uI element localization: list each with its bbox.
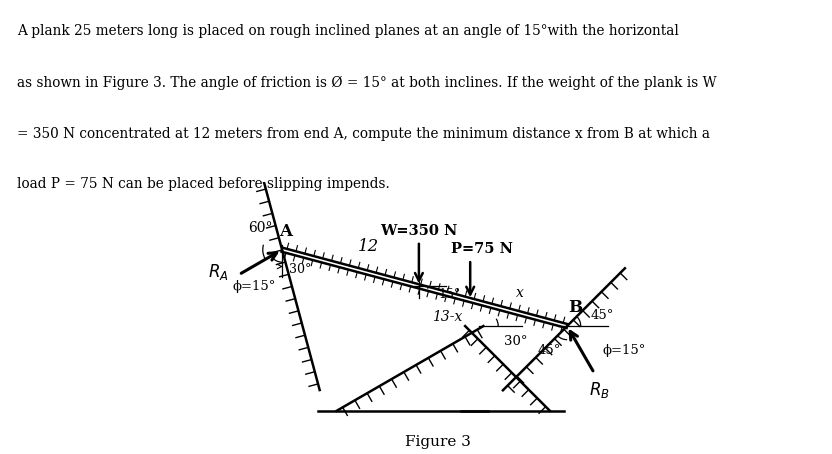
Text: 13-x: 13-x — [432, 311, 462, 325]
Text: 12: 12 — [358, 238, 379, 255]
Text: 45°: 45° — [591, 309, 614, 322]
Text: load P = 75 N can be placed before slipping impends.: load P = 75 N can be placed before slipp… — [17, 177, 389, 191]
Text: W=350 N: W=350 N — [380, 224, 458, 238]
Text: x: x — [516, 286, 523, 301]
Text: B: B — [568, 299, 582, 316]
Text: A plank 25 meters long is placed on rough inclined planes at an angle of 15°with: A plank 25 meters long is placed on roug… — [17, 25, 679, 38]
Text: 30°: 30° — [289, 263, 311, 276]
Text: = 350 N concentrated at 12 meters from end A, compute the minimum distance x fro: = 350 N concentrated at 12 meters from e… — [17, 127, 710, 141]
Text: A: A — [280, 223, 292, 240]
Text: as shown in Figure 3. The angle of friction is Ø = 15° at both inclines. If the : as shown in Figure 3. The angle of frict… — [17, 76, 716, 90]
Text: Figure 3: Figure 3 — [405, 434, 471, 449]
Text: $R_B$: $R_B$ — [589, 380, 610, 400]
Text: $R_A$: $R_A$ — [208, 262, 229, 282]
Text: 60°: 60° — [248, 222, 273, 236]
Text: P=75 N: P=75 N — [451, 242, 513, 256]
Text: ϕ=15°: ϕ=15° — [232, 280, 275, 293]
Text: 30°: 30° — [504, 335, 527, 348]
Text: 45°: 45° — [537, 344, 561, 357]
Text: 15°: 15° — [438, 288, 460, 301]
Text: ϕ=15°: ϕ=15° — [602, 344, 646, 357]
